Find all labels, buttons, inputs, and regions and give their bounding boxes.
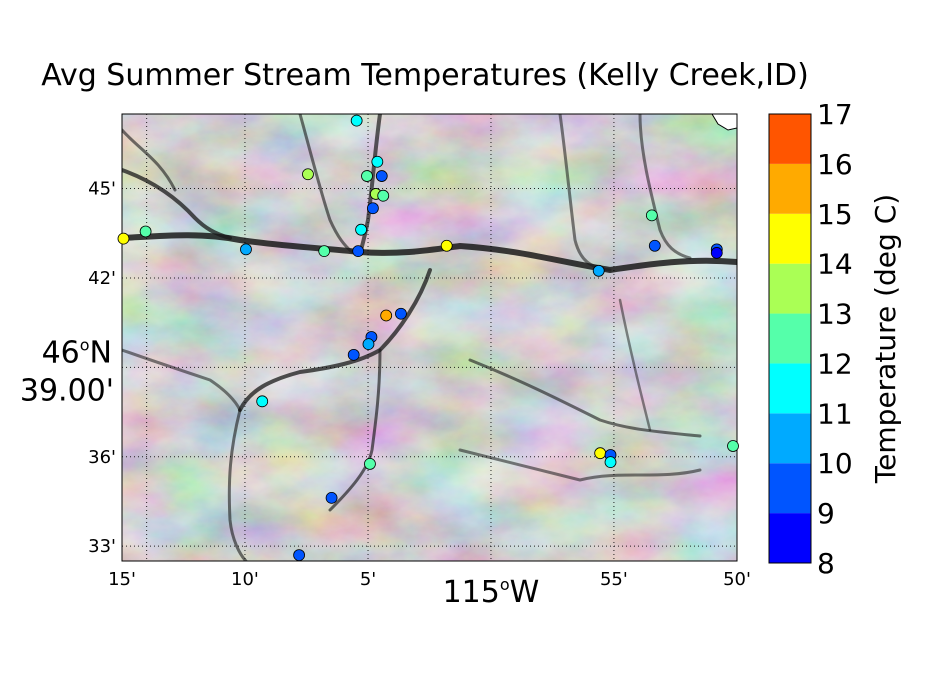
- y-main-label-minutes: 39.00': [20, 373, 114, 408]
- x-tick-label: 50': [723, 569, 751, 590]
- station-point: [355, 223, 367, 236]
- relief-background: [122, 114, 737, 561]
- station-point: [361, 170, 373, 182]
- station-points: [117, 114, 739, 561]
- x-main-label: 115oW: [443, 575, 540, 610]
- colorbar-segment: [769, 163, 811, 214]
- colorbar-tick-label: 10: [817, 447, 853, 480]
- station-point: [375, 170, 388, 182]
- colorbar-frame: [768, 113, 812, 564]
- station-point: [139, 225, 152, 238]
- y-main-label-degrees: 46oN: [42, 335, 112, 370]
- station-point: [256, 395, 269, 408]
- station-point: [364, 458, 376, 470]
- colorbar-tick-label: 14: [817, 248, 853, 281]
- colorbar-tick-label: 8: [817, 547, 835, 580]
- map-corner-feature: [711, 114, 737, 131]
- colorbar-segment: [769, 213, 811, 264]
- colorbar-tick-label: 12: [817, 347, 853, 380]
- station-point: [318, 245, 331, 258]
- colorbar-tick-label: 13: [817, 298, 853, 331]
- x-tick-label: 15': [108, 569, 136, 590]
- station-point: [350, 114, 363, 127]
- colorbar-label: Temperature (deg C): [869, 194, 902, 484]
- station-point: [362, 338, 375, 351]
- station-point: [604, 456, 617, 469]
- station-point: [347, 348, 360, 361]
- station-point: [395, 307, 407, 320]
- station-point: [377, 189, 390, 202]
- station-point: [594, 447, 607, 460]
- colorbar-tick-label: 11: [817, 397, 853, 430]
- station-point: [380, 309, 393, 322]
- x-tick-label: 5': [360, 569, 376, 590]
- colorbar-segment: [769, 263, 811, 314]
- station-point: [352, 245, 365, 258]
- temperature-colorbar: 8 9 10 11 12 13 14 15 16 17 Temperature (deg C): [768, 98, 902, 580]
- colorbar-segment: [769, 463, 811, 514]
- map-frame: [121, 113, 738, 562]
- station-point: [710, 247, 723, 259]
- station-point: [440, 239, 453, 252]
- y-tick-label: 33': [88, 536, 116, 557]
- colorbar-tick-label: 16: [817, 148, 853, 181]
- colorbar-segment: [769, 114, 811, 164]
- y-tick-label: 42': [88, 268, 116, 289]
- station-point: [727, 440, 739, 452]
- station-point: [302, 168, 314, 181]
- colorbar-tick-label: 9: [817, 497, 835, 530]
- y-tick-label: 45': [88, 179, 116, 200]
- colorbar-segment: [769, 513, 811, 563]
- map-title: Avg Summer Stream Temperatures (Kelly Cr…: [41, 58, 809, 93]
- station-point: [240, 243, 252, 256]
- station-point: [645, 209, 658, 222]
- station-point: [648, 239, 661, 252]
- stream-valleys: [122, 114, 737, 561]
- colorbar-segment: [769, 413, 811, 464]
- station-point: [293, 549, 306, 561]
- colorbar-segment: [769, 363, 811, 414]
- x-axis-ticks: 15' 10' 5' 55' 50' 115oW: [108, 569, 751, 610]
- station-point: [325, 491, 338, 504]
- x-tick-label: 10': [231, 569, 259, 590]
- station-point: [117, 232, 130, 245]
- colorbar-tick-label: 15: [817, 198, 853, 231]
- station-point: [366, 202, 379, 215]
- colorbar-segment: [769, 313, 811, 364]
- station-point: [371, 155, 384, 168]
- x-tick-label: 55': [600, 569, 628, 590]
- station-point: [592, 264, 605, 277]
- colorbar-tick-label: 17: [817, 98, 853, 131]
- y-tick-label: 36': [88, 447, 116, 468]
